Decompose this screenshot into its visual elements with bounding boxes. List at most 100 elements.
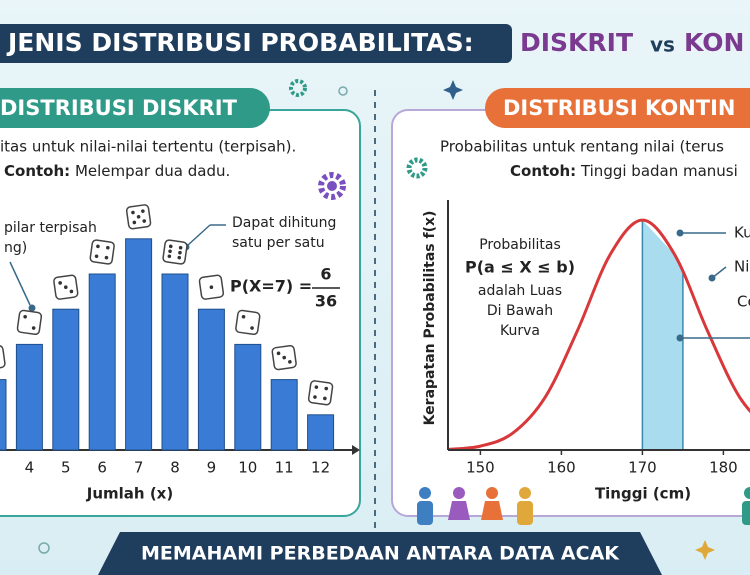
dice-face [162,239,188,265]
bar [234,343,262,451]
title-bar [0,24,512,63]
annotation: P(a ≤ X ≤ b) [465,258,575,277]
gear [318,172,346,200]
people-icons [417,487,750,525]
x-axis-label: Jumlah (x) [86,485,173,503]
annotation-dot [676,334,684,342]
dice-pip [167,254,172,259]
dice-pip [209,285,214,290]
dice-pip [69,289,74,294]
density-curve [447,218,750,451]
annotation: ng) [4,240,27,256]
dice-pip [58,281,62,285]
x-tick-label: 160 [547,459,576,477]
dice-pip [288,360,292,364]
dice-pip [168,249,172,254]
dice-pip [94,254,99,259]
bar [88,273,116,451]
example-label: Contoh: [4,162,70,180]
x-tick-label: 5 [61,459,71,477]
annotation-leader [187,224,211,246]
dice-face [0,344,6,371]
left-example: Contoh: Melempar dua dadu. [4,162,230,180]
dice-icon [307,380,334,406]
x-tick-label: 4 [25,459,35,477]
dice-pip [96,244,100,249]
right-example: Contoh: Tinggi badan manusi [510,162,738,180]
dice-icon [198,274,225,300]
y-axis-label: Kerapatan Probabilitas f(x) [422,211,438,426]
title: JENIS DISTRIBUSI PROBABILITAS: [6,28,474,57]
dice-icon [0,344,6,371]
dice-icon [235,309,261,336]
left-heading: DISTRIBUSI DISKRIT [0,96,238,120]
dice-pip [323,396,327,401]
example-text: Tinggi badan manusi [580,162,738,180]
left-description: itas untuk nilai-nilai tertentu (terpisa… [0,138,296,156]
dice-pip [313,395,317,399]
annotation-dot [28,304,36,312]
sparkle [443,80,463,100]
bar [307,414,335,451]
shaded-area [642,220,683,450]
decor-circle [38,542,50,554]
dice-pip [141,209,145,213]
dice-pip [276,351,281,356]
dice-icon [16,309,43,336]
side-label: Ce [737,293,750,311]
dice-pip [324,386,329,391]
bar [15,343,43,451]
bar [197,308,225,451]
example-text: Melempar dua dadu. [75,162,230,180]
annotation: Dapat dihitung [232,215,336,231]
x-tick-label: 9 [207,459,217,477]
formula-numerator: 6 [320,265,331,284]
x-tick-label: 180 [709,459,738,477]
dice-face [16,309,43,336]
x-tick-label: 10 [238,459,257,477]
annotation: Kurva [500,323,540,339]
bar [125,238,153,451]
side-label: Ku [734,224,750,242]
title-left-word: DISKRIT [520,28,633,57]
dice-pip [132,220,137,225]
right-heading: DISTRIBUSI KONTIN [503,96,735,120]
dice-pip [178,250,182,255]
footer-banner [98,532,662,575]
x-tick-label: 11 [275,459,294,477]
title-vs: vs [650,33,675,57]
side-label: Ni [734,258,749,276]
x-tick-label: 6 [97,459,107,477]
sparkle [695,540,715,560]
gear [289,79,307,97]
annotation-leader [9,261,31,306]
x-tick-label: 170 [628,459,657,477]
title-right-word: KON [684,28,744,57]
annotation-dot [676,229,684,237]
bar [270,379,298,451]
dice-pip [314,385,319,389]
annotation: satu per satu [232,235,325,251]
dice-icon [89,239,115,265]
gear [406,157,428,179]
dice-icon [125,204,152,230]
annotation: Probabilitas [479,237,561,253]
bar-plot: 4 5 6 7 8 9 10 11 12 [0,204,335,477]
x-tick-label: 12 [311,459,330,477]
formula-lhs: P(X=7) = [230,277,312,296]
right-description: Probabilitas untuk rentang nilai (terus [440,138,724,156]
formula-denominator: 36 [315,292,337,311]
dice-pip [131,210,135,215]
bar [161,273,189,451]
x-tick-label: 8 [170,459,180,477]
decor-circle [338,86,348,96]
dice-pip [168,244,173,249]
dice-icon [53,274,79,300]
example-label: Contoh: [510,162,576,180]
annotation: pilar terpisah [4,220,97,236]
dice-pip [136,215,141,219]
right-heading-pill [485,88,750,128]
plot-area: 150 160 170 180 [447,218,750,477]
dice-pip [250,326,254,330]
